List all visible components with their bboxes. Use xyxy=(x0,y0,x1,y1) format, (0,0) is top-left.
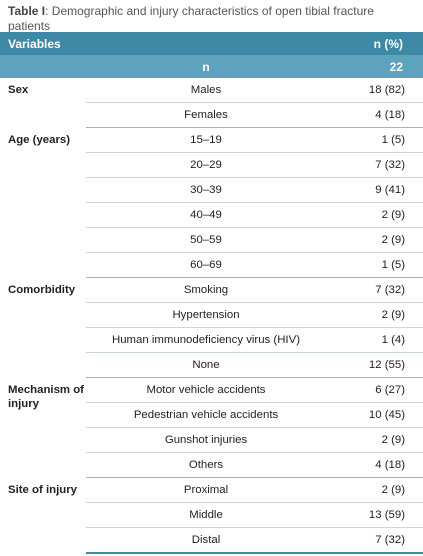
table-row: None 12 (55) xyxy=(0,352,423,378)
count-percent-value: 9 (41) xyxy=(326,177,423,203)
table-row: Site of injury Proximal 2 (9) xyxy=(0,477,423,503)
characteristic-label: Motor vehicle accidents xyxy=(86,377,326,403)
table-row: 20–29 7 (32) xyxy=(0,152,423,178)
group-label: Comorbidity xyxy=(8,283,76,296)
characteristic-label: 40–49 xyxy=(86,202,326,228)
table-row: Hypertension 2 (9) xyxy=(0,302,423,328)
characteristic-label: Middle xyxy=(86,502,326,528)
characteristic-label: Distal xyxy=(86,527,326,554)
characteristic-label: None xyxy=(86,352,326,378)
table-row: Others 4 (18) xyxy=(0,452,423,478)
header-row: Variables n (%) xyxy=(0,32,423,55)
group-label: Mechanism of injury xyxy=(8,383,84,410)
count-percent-value: 7 (32) xyxy=(326,277,423,303)
characteristic-label: Females xyxy=(86,102,326,128)
table-row: 50–59 2 (9) xyxy=(0,227,423,253)
table-row: Sex Males 18 (82) xyxy=(0,78,423,103)
count-percent-value: 4 (18) xyxy=(326,452,423,478)
header-variables: Variables xyxy=(0,32,326,55)
count-percent-value: 2 (9) xyxy=(326,302,423,328)
characteristic-label: Hypertension xyxy=(86,302,326,328)
count-percent-value: 18 (82) xyxy=(326,78,423,103)
characteristic-label: 15–19 xyxy=(86,127,326,153)
table-row: Gunshot injuries 2 (9) xyxy=(0,427,423,453)
group-label: Site of injury xyxy=(8,483,77,496)
count-percent-value: 4 (18) xyxy=(326,102,423,128)
characteristic-label: Others xyxy=(86,452,326,478)
table-row: 60–69 1 (5) xyxy=(0,252,423,278)
table-row: Middle 13 (59) xyxy=(0,502,423,528)
characteristic-label: Proximal xyxy=(86,477,326,503)
characteristic-label: Pedestrian vehicle accidents xyxy=(86,402,326,428)
characteristic-label: 60–69 xyxy=(86,252,326,278)
table-caption: Table I: Demographic and injury characte… xyxy=(0,0,423,33)
group-label: Age (years) xyxy=(8,133,71,146)
table-row: Pedestrian vehicle accidents 10 (45) xyxy=(0,402,423,428)
count-percent-value: 12 (55) xyxy=(326,352,423,378)
caption-label: Table I xyxy=(8,4,46,18)
characteristic-label: Males xyxy=(86,78,326,103)
characteristic-label: 50–59 xyxy=(86,227,326,253)
count-percent-value: 1 (5) xyxy=(326,127,423,153)
count-percent-value: 7 (32) xyxy=(326,527,423,554)
total-n-value: 22 xyxy=(326,55,423,78)
total-n-label: n xyxy=(86,55,326,78)
table-row: Females 4 (18) xyxy=(0,102,423,128)
count-percent-value: 7 (32) xyxy=(326,152,423,178)
table-row: Human immunodeficiency virus (HIV) 1 (4) xyxy=(0,327,423,353)
count-percent-value: 6 (27) xyxy=(326,377,423,403)
count-percent-value: 13 (59) xyxy=(326,502,423,528)
table-body: Sex Males 18 (82) Females 4 (18) Age (years) 1… xyxy=(0,78,423,554)
characteristic-label: Human immunodeficiency virus (HIV) xyxy=(86,327,326,353)
table-row: Distal 7 (32) xyxy=(0,527,423,554)
count-percent-value: 1 (5) xyxy=(326,252,423,278)
count-percent-value: 2 (9) xyxy=(326,227,423,253)
count-percent-value: 2 (9) xyxy=(326,202,423,228)
group-label: Sex xyxy=(8,84,29,96)
characteristic-label: 20–29 xyxy=(86,152,326,178)
count-percent-value: 10 (45) xyxy=(326,402,423,428)
characteristic-label: Gunshot injuries xyxy=(86,427,326,453)
total-row: n 22 xyxy=(0,55,423,78)
demographics-table: Variables n (%) n 22 Sex Males 18 (82) Fema… xyxy=(0,32,423,554)
count-percent-value: 1 (4) xyxy=(326,327,423,353)
header-n-percent: n (%) xyxy=(326,32,423,55)
table-row: 40–49 2 (9) xyxy=(0,202,423,228)
caption-text: : Demographic and injury characteristics… xyxy=(8,4,374,33)
table-row: Comorbidity Smoking 7 (32) xyxy=(0,277,423,303)
count-percent-value: 2 (9) xyxy=(326,477,423,503)
table-row: 30–39 9 (41) xyxy=(0,177,423,203)
characteristic-label: Smoking xyxy=(86,277,326,303)
table-row: Age (years) 15–19 1 (5) xyxy=(0,127,423,153)
characteristic-label: 30–39 xyxy=(86,177,326,203)
table-row: Mechanism of injury Motor vehicle acciden… xyxy=(0,377,423,410)
count-percent-value: 2 (9) xyxy=(326,427,423,453)
